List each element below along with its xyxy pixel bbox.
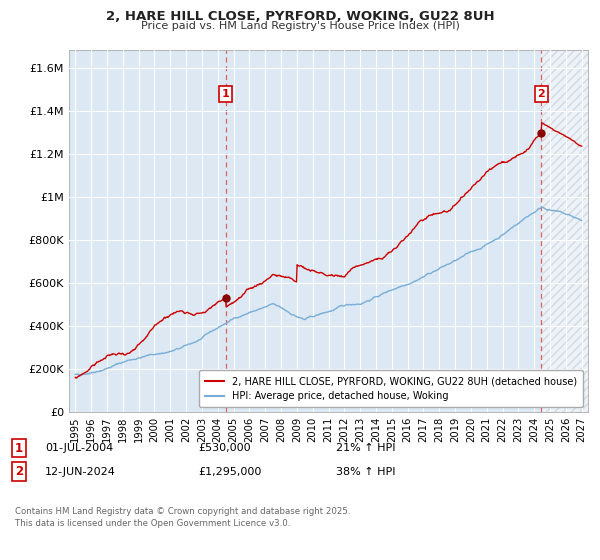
Text: 2: 2 <box>538 88 545 99</box>
Text: 2: 2 <box>15 465 23 478</box>
Text: 1: 1 <box>222 88 230 99</box>
Text: 38% ↑ HPI: 38% ↑ HPI <box>336 466 395 477</box>
Text: 12-JUN-2024: 12-JUN-2024 <box>45 466 116 477</box>
Text: £1,295,000: £1,295,000 <box>198 466 262 477</box>
Text: 21% ↑ HPI: 21% ↑ HPI <box>336 443 395 453</box>
Text: £530,000: £530,000 <box>198 443 251 453</box>
Text: 1: 1 <box>15 441 23 455</box>
Legend: 2, HARE HILL CLOSE, PYRFORD, WOKING, GU22 8UH (detached house), HPI: Average pri: 2, HARE HILL CLOSE, PYRFORD, WOKING, GU2… <box>199 370 583 407</box>
Text: Contains HM Land Registry data © Crown copyright and database right 2025.
This d: Contains HM Land Registry data © Crown c… <box>15 507 350 528</box>
Bar <box>541 50 588 412</box>
Text: 2, HARE HILL CLOSE, PYRFORD, WOKING, GU22 8UH: 2, HARE HILL CLOSE, PYRFORD, WOKING, GU2… <box>106 10 494 23</box>
Text: Price paid vs. HM Land Registry's House Price Index (HPI): Price paid vs. HM Land Registry's House … <box>140 21 460 31</box>
Text: 01-JUL-2004: 01-JUL-2004 <box>45 443 113 453</box>
